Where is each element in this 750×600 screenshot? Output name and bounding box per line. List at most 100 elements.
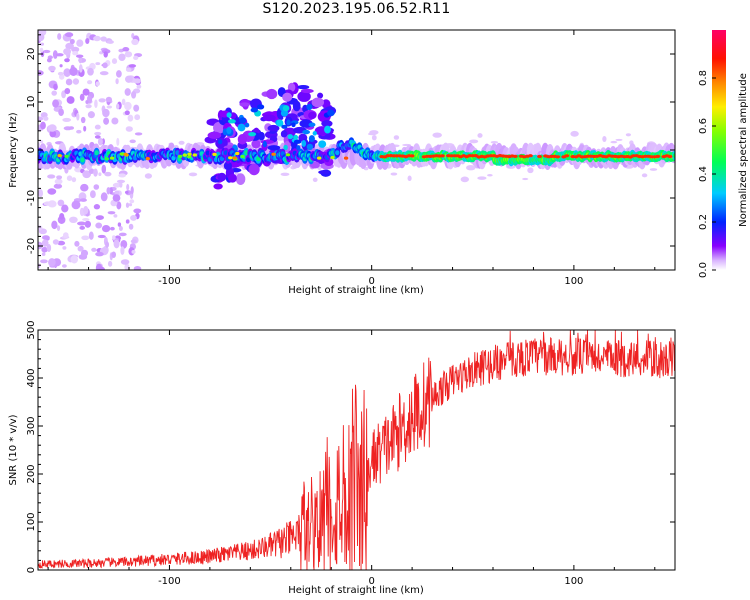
burst-core: [248, 132, 257, 137]
ridge-cell: [672, 153, 675, 159]
colorbar-label: Normalized spectral amplitude: [738, 73, 749, 227]
ridge-hotspot: [64, 154, 69, 158]
burst-blob: [267, 145, 281, 151]
noise-blob: [59, 213, 65, 220]
noise-blob: [95, 81, 100, 87]
noise-blob: [42, 49, 51, 54]
ridge-core: [512, 154, 518, 158]
burst-core: [239, 117, 247, 124]
burst-core: [281, 124, 288, 129]
snr-frame: [37, 329, 676, 571]
y-tick-label: 400: [26, 368, 37, 387]
burst-core: [306, 103, 313, 111]
spectrogram-x-label: Height of straight line (km): [288, 285, 424, 296]
noise-blob: [117, 222, 122, 227]
halo-blob: [625, 133, 631, 137]
noise-blob: [112, 194, 121, 202]
noise-blob: [63, 68, 71, 77]
noise-blob: [106, 105, 113, 109]
noise-blob: [79, 198, 87, 202]
burst-blob: [300, 88, 314, 94]
noise-blob: [136, 84, 142, 89]
ridge-hotspot: [240, 154, 245, 159]
noise-blob: [47, 200, 57, 208]
ridge-hotspot: [57, 154, 62, 158]
noise-blob: [109, 187, 113, 195]
halo-blob: [466, 164, 476, 171]
burst-core: [244, 122, 250, 128]
noise-blob: [118, 232, 127, 237]
ridge-hotspot: [187, 155, 192, 159]
noise-blob: [130, 214, 137, 221]
noise-blob: [104, 171, 112, 177]
burst-core: [327, 109, 335, 117]
ridge-core: [439, 154, 445, 158]
noise-blob: [66, 96, 75, 104]
x-tick-label: 0: [368, 576, 374, 587]
ridge-core: [537, 154, 542, 159]
noise-blob: [115, 78, 119, 85]
ridge-core: [655, 154, 661, 158]
noise-blob: [128, 203, 133, 207]
noise-blob: [133, 265, 142, 270]
ridge-hotspot: [228, 156, 233, 160]
burst-blob: [297, 91, 311, 102]
burst-core: [256, 104, 265, 110]
ridge-hotspot: [343, 156, 349, 160]
noise-blob: [94, 99, 98, 109]
burst-blob: [287, 82, 296, 92]
noise-blob: [102, 108, 110, 118]
ridge-hotspot: [145, 157, 150, 161]
noise-blob: [41, 252, 46, 256]
halo-blob: [522, 177, 529, 181]
burst-blob: [235, 173, 246, 185]
noise-blob: [79, 207, 85, 217]
ridge-hotspot: [232, 156, 237, 160]
y-tick-label: 200: [26, 464, 37, 483]
noise-blob: [62, 117, 72, 122]
noise-blob: [69, 216, 78, 224]
noise-blob: [79, 93, 85, 101]
noise-blob: [76, 54, 84, 58]
y-tick-label: -20: [26, 238, 37, 254]
noise-blob: [61, 204, 69, 213]
noise-blob: [118, 173, 127, 178]
colorbar-tick-label: 0.0: [698, 262, 709, 278]
halo-blob: [371, 134, 377, 141]
noise-blob: [127, 114, 134, 122]
colorbar-ticks: 0.0 0.2 0.4 0.6 0.8: [698, 70, 716, 278]
noise-blob: [80, 116, 86, 124]
ridge-hotspot: [182, 153, 187, 157]
halo-blob: [393, 135, 400, 140]
noise-blob: [98, 266, 105, 270]
noise-blob: [88, 168, 95, 174]
noise-blob: [52, 50, 58, 59]
halo-blob: [641, 173, 648, 178]
noise-blob: [87, 111, 95, 119]
burst-blob: [228, 173, 237, 183]
halo-blob: [477, 133, 483, 138]
y-tick-label: -10: [26, 190, 37, 206]
noise-blob: [87, 67, 94, 76]
ridge-hotspot: [104, 157, 110, 161]
burst-blob: [237, 134, 248, 145]
noise-blob: [59, 64, 63, 68]
ridge-hotspot: [271, 152, 276, 156]
spectrogram-y-label: Frequency (Hz): [8, 112, 19, 188]
noise-blob: [95, 251, 104, 257]
ridge-cell: [175, 150, 180, 156]
noise-blob: [72, 51, 79, 56]
burst-core: [306, 143, 314, 151]
noise-blob: [99, 71, 109, 76]
figure-title: S120.2023.195.06.52.R11: [262, 1, 451, 17]
burst-blob: [213, 183, 223, 190]
halo-blob: [469, 139, 479, 144]
noise-blob: [47, 188, 57, 195]
noise-blob: [70, 255, 79, 264]
noise-blob: [38, 33, 45, 42]
noise-blob: [87, 80, 93, 85]
noise-blob: [38, 225, 43, 231]
halo-blob: [649, 168, 658, 171]
y-tick-label: 500: [26, 320, 37, 339]
